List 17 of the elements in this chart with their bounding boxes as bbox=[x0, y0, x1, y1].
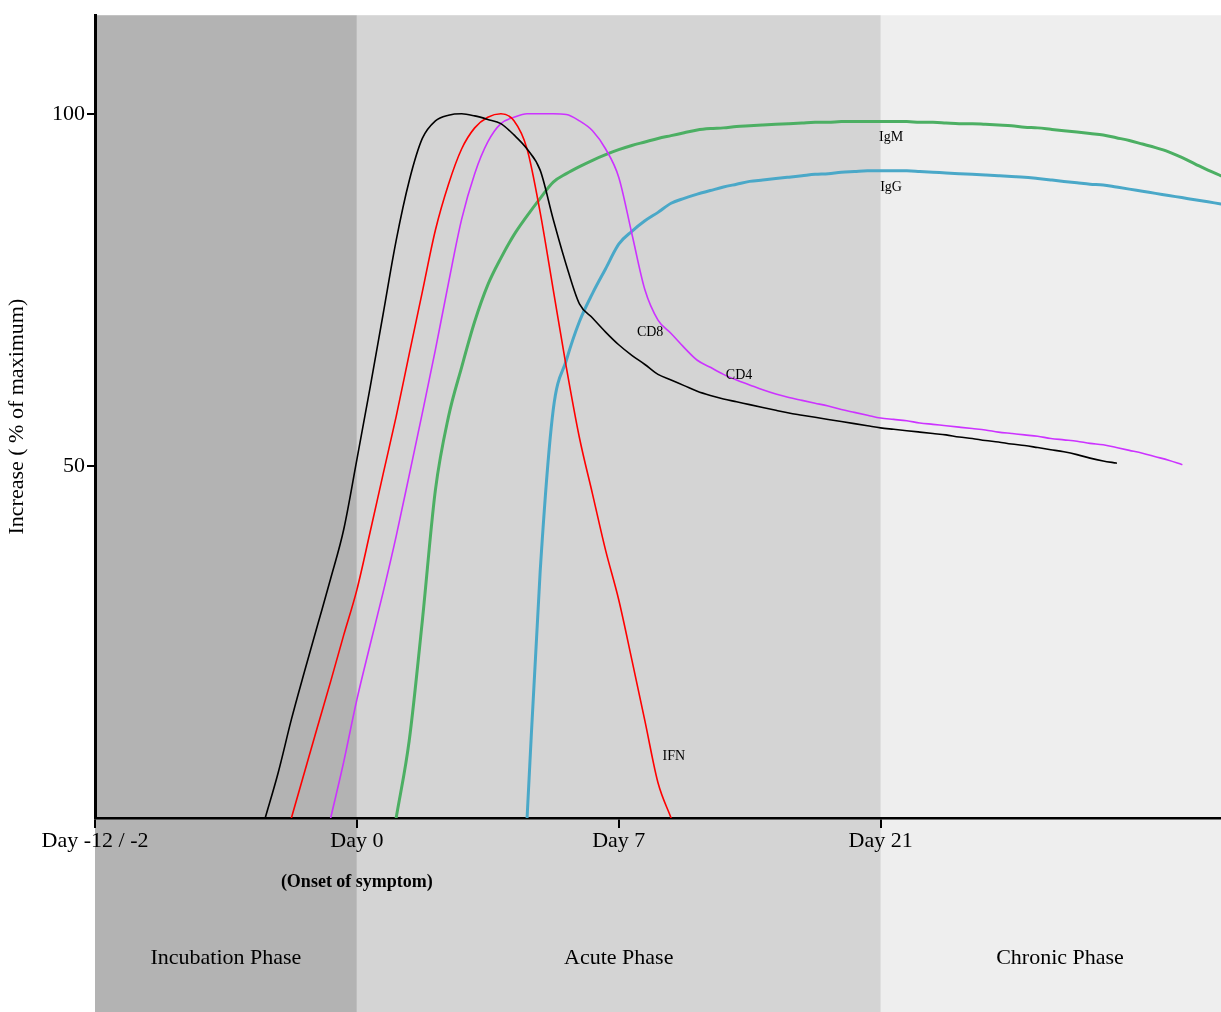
band-label: Incubation Phase bbox=[150, 943, 302, 969]
annotation: IFN bbox=[662, 748, 686, 764]
y-axis-title: Increase ( % of maximum) bbox=[2, 298, 28, 535]
annotation: IgG bbox=[880, 178, 902, 194]
annotation: CD8 bbox=[636, 323, 664, 339]
annotation: CD4 bbox=[725, 367, 753, 383]
text: (Onset of symptom) bbox=[280, 870, 433, 892]
y-tick-label: 50 bbox=[63, 451, 85, 477]
y-tick-label: 100 bbox=[52, 99, 85, 125]
band-label: Acute Phase bbox=[564, 943, 674, 969]
x-tick-label: Day 0 bbox=[330, 826, 384, 852]
x-tick-label: Day 7 bbox=[592, 826, 646, 852]
text: Chronic Phase bbox=[996, 943, 1124, 969]
line-series bbox=[525, 169, 1221, 818]
x-tick-label: Day -12 / -2 bbox=[41, 826, 149, 852]
annotation: IgM bbox=[879, 128, 904, 144]
x-tick-label: Day 21 bbox=[848, 826, 913, 852]
